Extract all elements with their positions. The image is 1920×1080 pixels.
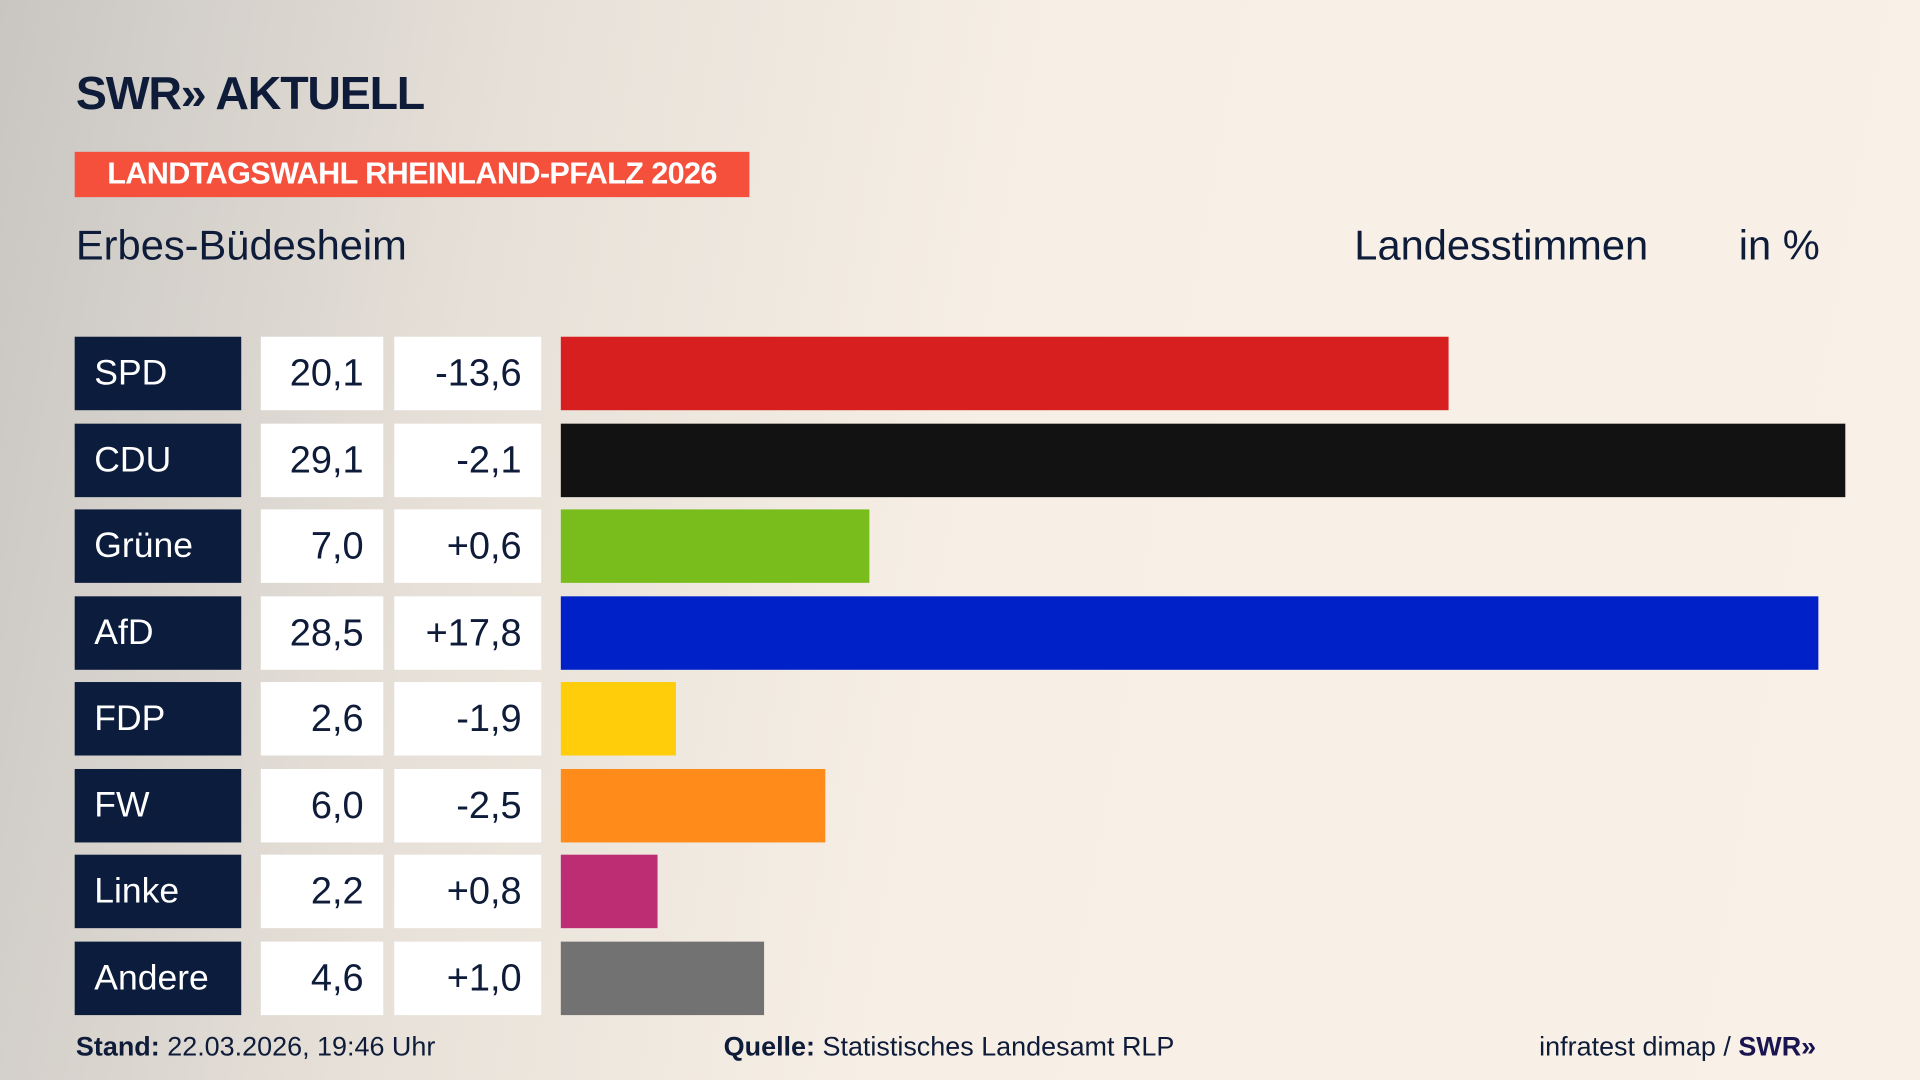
credit-text: infratest dimap / [1539,1031,1739,1062]
party-name: Grüne [74,509,242,583]
party-row: SPD 20,1 -13,6 [0,336,1920,411]
party-change: +0,8 [394,854,542,929]
party-change: -2,1 [394,423,542,497]
party-change: -1,9 [394,682,542,756]
party-name: FW [74,768,242,842]
party-bar [560,854,658,929]
party-value: 28,5 [260,595,384,670]
party-row: AfD 28,5 +17,8 [0,595,1920,670]
party-name: Andere [74,941,242,1015]
party-value: 4,6 [260,941,384,1015]
party-bar [560,336,1449,411]
party-row: Andere 4,6 +1,0 [0,941,1920,1015]
swr-logo: SWR» [1738,1031,1817,1062]
party-bar [560,509,870,583]
party-change: +17,8 [394,595,542,670]
source: Quelle: Statistisches Landesamt RLP [724,1031,1175,1063]
party-change: +0,6 [394,509,542,583]
party-name: FDP [74,682,242,756]
measure-label: Landesstimmen [1354,222,1649,270]
unit-label: in % [1738,222,1820,270]
stand-label: Stand: [75,1031,160,1062]
party-bar [560,941,764,1015]
party-name: CDU [74,423,242,497]
party-value: 7,0 [260,509,384,583]
party-row: FDP 2,6 -1,9 [0,682,1920,756]
party-value: 2,2 [260,854,384,929]
credit: infratest dimap / SWR» [1539,1031,1816,1063]
swr-aktuell-logo: SWR» AKTUELL [75,68,425,121]
party-value: 29,1 [260,423,384,497]
party-name: AfD [74,595,242,670]
party-row: FW 6,0 -2,5 [0,768,1920,842]
source-label: Quelle: [723,1031,815,1062]
party-change: -2,5 [394,768,542,842]
timestamp: Stand: 22.03.2026, 19:46 Uhr [76,1031,435,1063]
party-change: +1,0 [394,941,542,1015]
party-name: Linke [74,854,242,929]
location-title: Erbes-Büdesheim [75,222,407,270]
party-row: Grüne 7,0 +0,6 [0,509,1920,583]
party-name: SPD [74,336,242,411]
party-row: CDU 29,1 -2,1 [0,423,1920,497]
stand-value: 22.03.2026, 19:46 Uhr [167,1031,436,1062]
party-bar [560,768,826,842]
party-change: -13,6 [394,336,542,411]
election-banner: LANDTAGSWAHL RHEINLAND-PFALZ 2026 [74,151,750,198]
party-row: Linke 2,2 +0,8 [0,854,1920,929]
party-bar [560,423,1846,497]
party-bar [560,595,1819,670]
party-bar [560,682,676,756]
party-value: 6,0 [260,768,384,842]
party-value: 2,6 [260,682,384,756]
party-value: 20,1 [260,336,384,411]
source-value: Statistisches Landesamt RLP [822,1031,1175,1062]
